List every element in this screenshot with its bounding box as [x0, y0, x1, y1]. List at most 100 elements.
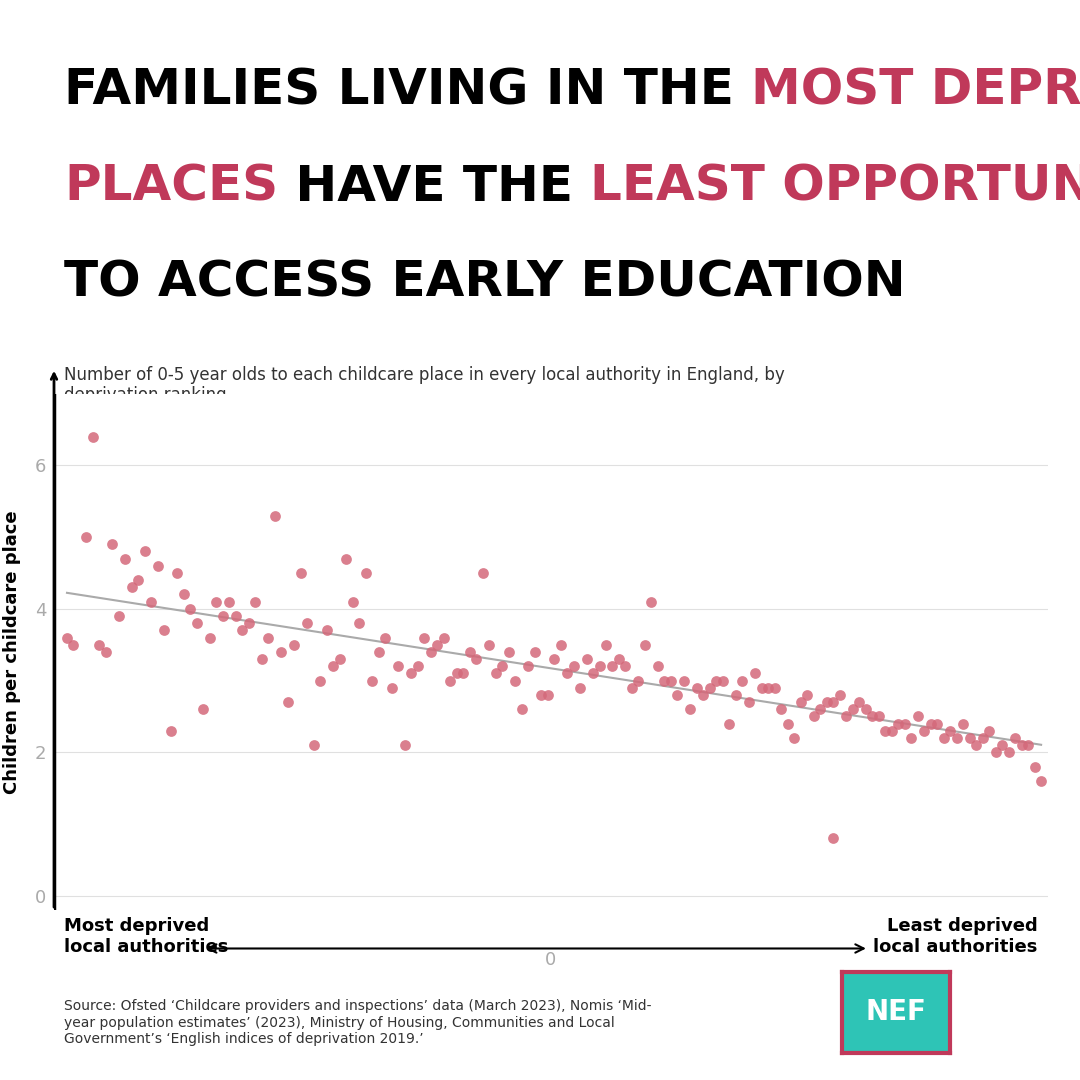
Point	[630, 672, 647, 689]
Text: FAMILIES LIVING IN THE: FAMILIES LIVING IN THE	[64, 66, 752, 114]
Point	[175, 585, 192, 603]
Point	[1013, 737, 1030, 754]
Point	[240, 615, 257, 632]
Point	[117, 550, 134, 567]
Point	[416, 629, 433, 646]
Text: Source: Ofsted ‘Childcare providers and inspections’ data (March 2023), Nomis ‘M: Source: Ofsted ‘Childcare providers and …	[64, 999, 651, 1045]
Point	[545, 650, 563, 667]
Point	[623, 679, 640, 697]
Point	[481, 636, 498, 653]
Point	[396, 737, 414, 754]
Point	[896, 715, 914, 732]
Point	[864, 707, 881, 725]
Point	[890, 715, 907, 732]
Point	[266, 507, 283, 524]
Point	[669, 686, 686, 703]
Point	[513, 701, 530, 718]
Point	[610, 650, 627, 667]
Point	[955, 715, 972, 732]
Point	[558, 664, 576, 681]
Text: Most deprived
local authorities: Most deprived local authorities	[64, 917, 228, 956]
Point	[91, 636, 108, 653]
Point	[532, 686, 550, 703]
Point	[565, 658, 582, 675]
Point	[364, 672, 381, 689]
Point	[448, 664, 465, 681]
Point	[793, 693, 810, 711]
Point	[1020, 737, 1037, 754]
Point	[617, 658, 634, 675]
Point	[130, 571, 147, 589]
Point	[727, 686, 744, 703]
Point	[740, 693, 757, 711]
Point	[220, 593, 238, 610]
Point	[78, 528, 95, 545]
Point	[643, 593, 660, 610]
Point	[870, 707, 888, 725]
Point	[97, 644, 114, 661]
Point	[539, 686, 556, 703]
Point	[681, 701, 699, 718]
Point	[351, 615, 368, 632]
Point	[701, 679, 718, 697]
Point	[968, 737, 985, 754]
Point	[272, 644, 289, 661]
Point	[942, 723, 959, 740]
Point	[688, 679, 705, 697]
Point	[455, 664, 472, 681]
Point	[720, 715, 738, 732]
Point	[578, 650, 595, 667]
Point	[584, 664, 602, 681]
Point	[201, 629, 218, 646]
Point	[597, 636, 615, 653]
Text: PLACES: PLACES	[64, 163, 278, 211]
Point	[929, 715, 946, 732]
Point	[714, 672, 731, 689]
Point	[143, 593, 160, 610]
Point	[332, 650, 349, 667]
Text: HAVE THE: HAVE THE	[278, 163, 591, 211]
Point	[785, 729, 802, 746]
Point	[838, 707, 855, 725]
Point	[168, 565, 186, 582]
Point	[188, 615, 205, 632]
Point	[110, 607, 127, 624]
Text: Least deprived
local authorities: Least deprived local authorities	[874, 917, 1038, 956]
Point	[442, 672, 459, 689]
Point	[825, 829, 842, 847]
Point	[903, 729, 920, 746]
Point	[409, 658, 427, 675]
Point	[370, 644, 388, 661]
Point	[58, 629, 76, 646]
Point	[733, 672, 751, 689]
Point	[694, 686, 712, 703]
Point	[474, 565, 491, 582]
Point	[422, 644, 440, 661]
Point	[500, 644, 517, 661]
Point	[487, 664, 504, 681]
Point	[519, 658, 537, 675]
Point	[123, 579, 140, 596]
Point	[306, 737, 323, 754]
Point	[325, 658, 342, 675]
Text: Number of 0-5 year olds to each childcare place in every local authority in Engl: Number of 0-5 year olds to each childcar…	[64, 366, 785, 404]
Point	[312, 672, 329, 689]
Text: 0: 0	[545, 951, 556, 969]
Point	[636, 636, 653, 653]
Point	[987, 743, 1004, 760]
Point	[883, 723, 901, 740]
Point	[285, 636, 302, 653]
Point	[149, 557, 166, 575]
Point	[494, 658, 511, 675]
Point	[877, 723, 894, 740]
Point	[299, 615, 316, 632]
Point	[279, 693, 296, 711]
Point	[403, 664, 420, 681]
Point	[253, 650, 270, 667]
Point	[246, 593, 264, 610]
Point	[961, 729, 978, 746]
Point	[591, 658, 608, 675]
Point	[851, 693, 868, 711]
Text: TO ACCESS EARLY EDUCATION: TO ACCESS EARLY EDUCATION	[64, 259, 905, 307]
Point	[675, 672, 692, 689]
